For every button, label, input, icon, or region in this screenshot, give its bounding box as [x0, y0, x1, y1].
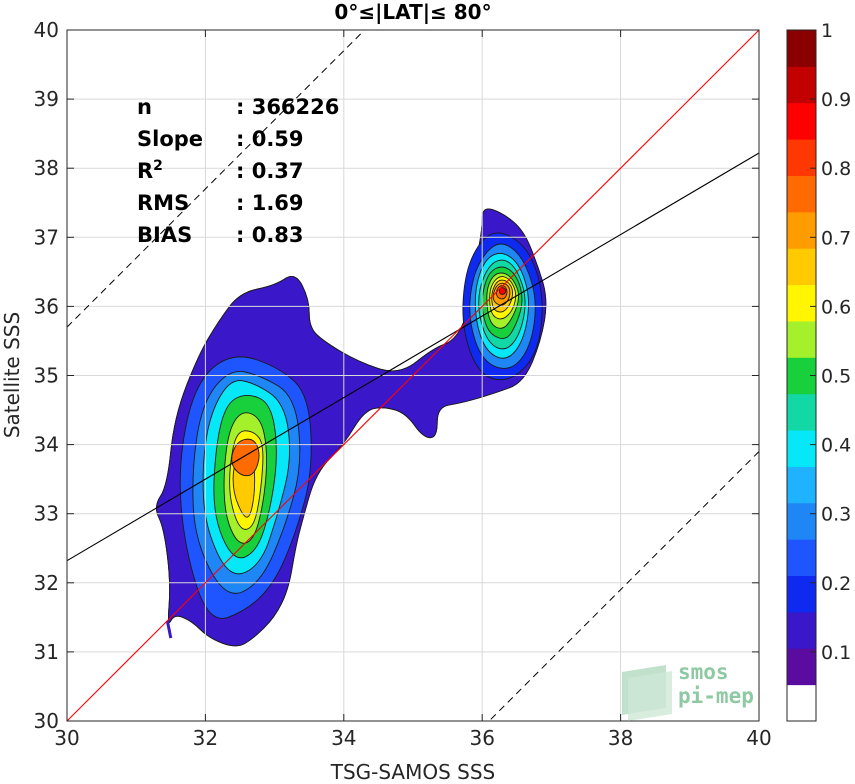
- chart-title: 0°≤|LAT|≤ 80°: [334, 0, 491, 24]
- stat-label-n: n: [137, 95, 152, 119]
- density-contours: [156, 208, 547, 647]
- colorbar-band: [787, 684, 816, 722]
- y-tick-label: 31: [34, 640, 59, 664]
- x-tick-label: 40: [746, 726, 771, 750]
- x-tick-label: 32: [193, 726, 218, 750]
- statistics-box: n : 366226 Slope : 0.59 R2 : 0.37 RMS : 1.69 BIA…: [137, 95, 339, 247]
- colorbar-tick-label: 0.9: [821, 89, 851, 111]
- y-tick-label: 32: [34, 571, 59, 595]
- y-tick-label: 37: [34, 225, 59, 249]
- colorbar-tick-label: 0.4: [821, 435, 851, 457]
- colorbar-band: [787, 648, 816, 686]
- x-tick-label: 36: [469, 726, 494, 750]
- stat-label-r: R2: [137, 158, 163, 183]
- y-tick-label: 38: [34, 156, 59, 180]
- reference-lines: [66, 29, 760, 722]
- lower-band-dashed-line: [488, 451, 760, 722]
- x-tick-label: 34: [331, 726, 356, 750]
- colorbar-band: [787, 211, 816, 249]
- y-tick-label: 35: [34, 364, 59, 388]
- y-tick-label: 33: [34, 502, 59, 526]
- colorbar-band: [787, 393, 816, 431]
- stat-value-rms: : 1.69: [236, 191, 304, 215]
- axes: 30 32 34 36 38 40 30 31 32 33 34 35 36 37 38 39 40: [34, 18, 772, 750]
- colorbar-band: [787, 175, 816, 213]
- logo-wave-icon: [622, 665, 672, 721]
- colorbar-tick-label: 0.7: [821, 227, 851, 249]
- colorbar-band: [787, 30, 816, 67]
- colorbar-tick-label: 0.2: [821, 573, 851, 595]
- colorbar-band: [787, 502, 816, 540]
- colorbar-tick-label: 0.3: [821, 504, 851, 526]
- colorbar-band: [787, 102, 816, 140]
- regression-fit-line: [66, 152, 760, 562]
- stat-label-rms: RMS: [137, 191, 189, 215]
- y-tick-label: 36: [34, 294, 59, 318]
- contour-west-8: [231, 438, 260, 477]
- colorbar-tick-label: 0.5: [821, 366, 851, 388]
- colorbar-tick-label: 0.8: [821, 158, 851, 180]
- colorbar-band: [787, 248, 816, 286]
- colorbar: 0.1 0.2 0.3 0.4 0.5 0.6 0.7 0.8 0.9 1: [786, 20, 851, 722]
- y-tick-label: 39: [34, 87, 59, 111]
- colorbar-tick-label: 0.6: [821, 296, 851, 318]
- colorbar-tick-label: 1: [821, 20, 833, 42]
- stat-label-superscript: 2: [153, 158, 163, 174]
- colorbar-band: [787, 539, 816, 577]
- colorbar-band: [787, 284, 816, 322]
- upper-band-dashed-line: [66, 29, 365, 328]
- colorbar-band: [787, 430, 816, 467]
- y-axis-label: Satellite SSS: [0, 312, 24, 438]
- colorbar-band: [787, 66, 816, 104]
- stat-value-slope: : 0.59: [236, 127, 304, 151]
- logo-text-line1: smos: [678, 660, 729, 684]
- colorbar-band: [787, 575, 816, 613]
- stat-label-slope: Slope: [137, 127, 203, 151]
- colorbar-band: [787, 320, 816, 358]
- contour-tail: [165, 620, 173, 639]
- x-tick-label: 30: [54, 726, 79, 750]
- x-tick-label: 38: [608, 726, 633, 750]
- colorbar-tick-label: 0.1: [821, 642, 851, 664]
- smos-pi-mep-logo: smos pi-mep: [622, 660, 754, 721]
- colorbar-band: [787, 139, 816, 176]
- x-axis-label: TSG-SAMOS SSS: [330, 760, 496, 784]
- colorbar-band: [787, 466, 816, 504]
- y-tick-label: 34: [34, 433, 59, 457]
- stat-value-bias: : 0.83: [236, 223, 304, 247]
- y-tick-label: 40: [34, 18, 59, 42]
- colorbar-band: [787, 611, 816, 649]
- stat-value-r: : 0.37: [236, 159, 304, 183]
- one-to-one-line: [66, 29, 760, 722]
- stat-label-bias: BIAS: [137, 223, 192, 247]
- logo-text-line2: pi-mep: [678, 684, 754, 708]
- y-tick-label: 30: [34, 709, 59, 733]
- stat-value-n: : 366226: [236, 95, 339, 119]
